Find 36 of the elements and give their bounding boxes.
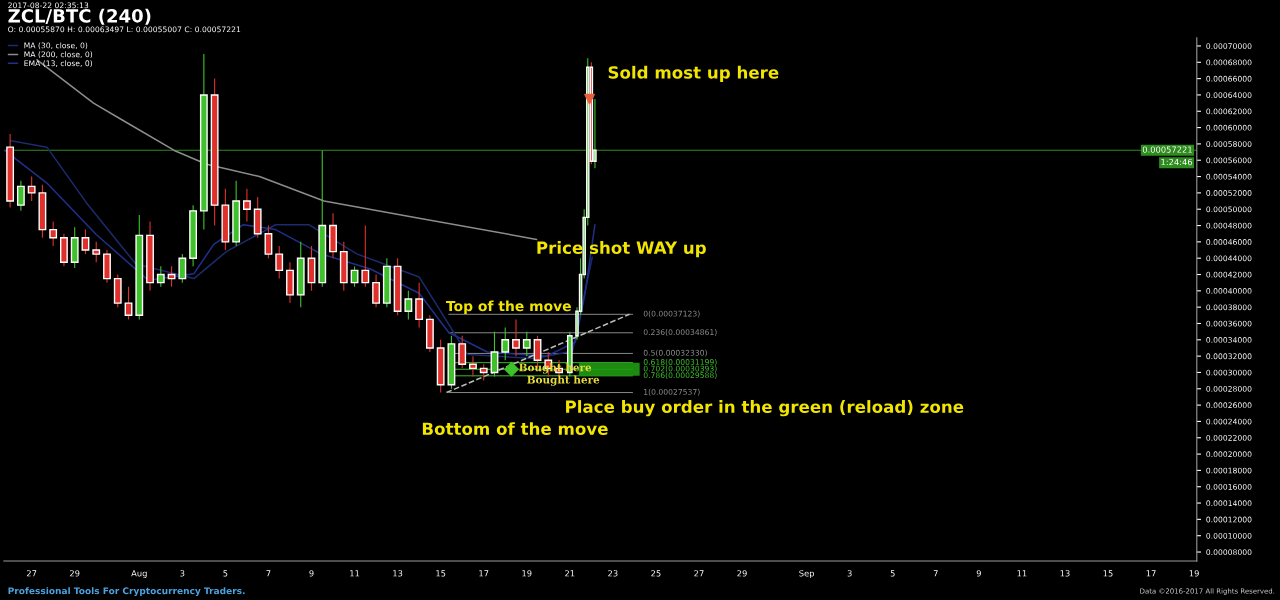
annotation: Sold most up here xyxy=(608,65,779,82)
chart-title: ZCL/BTC (240) xyxy=(8,8,151,25)
ref-line-label: 0.00057221 xyxy=(1142,146,1192,153)
x-tick-label: 7 xyxy=(266,570,271,577)
text: Professional Tools For Cryptocurrency Traders. xyxy=(8,587,245,596)
annotation: Place buy order in the green (reload) zone xyxy=(566,400,964,417)
x-tick-label: 9 xyxy=(976,570,981,577)
x-tick-label: 5 xyxy=(890,570,895,577)
x-tick-label: 3 xyxy=(180,570,185,577)
x-tick-label: 19 xyxy=(522,570,532,577)
x-tick-label: 23 xyxy=(608,570,618,577)
annotation: Bottom of the move xyxy=(422,422,608,436)
x-tick-label: 19 xyxy=(1189,570,1199,577)
x-tick-label: 13 xyxy=(1060,570,1070,577)
annotation: Bought here xyxy=(527,375,600,386)
x-tick-label: 29 xyxy=(70,570,80,577)
x-tick-label: Aug xyxy=(131,570,147,579)
x-tick-label: 29 xyxy=(737,570,747,577)
x-tick-label: 27 xyxy=(694,570,704,577)
annotation: 1:24:46 xyxy=(1161,158,1193,166)
x-tick-label: 15 xyxy=(1103,570,1113,577)
x-tick-label: 11 xyxy=(350,570,360,577)
x-tick-label: 13 xyxy=(393,570,403,577)
x-tick-label: 9 xyxy=(309,570,314,577)
x-tick-label: 21 xyxy=(565,570,575,577)
annotation: Top of the move xyxy=(446,300,571,314)
x-tick-label: 5 xyxy=(223,570,228,577)
x-tick-label: Sep xyxy=(799,570,815,579)
x-tick-label: 17 xyxy=(479,570,489,577)
x-tick-label: 27 xyxy=(26,570,37,577)
x-tick-label: 3 xyxy=(847,570,852,577)
x-tick-label: 17 xyxy=(1146,570,1156,577)
x-tick-label: 25 xyxy=(651,570,661,577)
x-tick-label: 11 xyxy=(1017,570,1027,577)
x-tick-label: 7 xyxy=(933,570,938,577)
x-tick-label: 15 xyxy=(436,570,446,577)
